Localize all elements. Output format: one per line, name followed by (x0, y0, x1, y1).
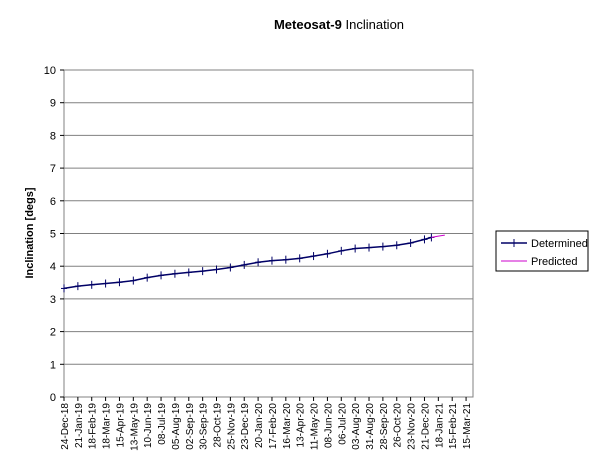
x-tick-label: 24-Dec-18 (60, 403, 71, 450)
grid-lines (64, 102, 473, 365)
x-tick-label: 10-Jun-19 (143, 403, 154, 448)
x-tick-label: 15-Feb-21 (448, 403, 459, 450)
x-tick-label: 16-Mar-20 (282, 403, 293, 450)
x-tick-label: 30-Sep-19 (199, 403, 210, 450)
data-point-determined (352, 244, 359, 253)
data-point-determined (144, 273, 151, 282)
y-tick-label: 0 (50, 392, 56, 404)
x-tick-label: 06-Jul-20 (337, 403, 348, 445)
x-tick-label: 23-Nov-20 (407, 403, 418, 450)
data-point-determined (421, 235, 428, 244)
x-tick-label: 20-Jan-20 (254, 403, 265, 448)
y-tick-label: 6 (50, 196, 56, 208)
x-tick-label: 25-Nov-19 (226, 403, 237, 450)
data-point-determined (407, 238, 414, 247)
data-point-determined (241, 260, 248, 269)
data-point-determined (185, 268, 192, 277)
data-point-determined (324, 249, 331, 258)
data-point-determined (74, 282, 81, 291)
x-tick-label: 02-Sep-19 (185, 403, 196, 450)
x-tick-label: 08-Jun-20 (323, 403, 334, 448)
x-tick-label: 05-Aug-19 (171, 403, 182, 450)
y-tick-label: 10 (44, 65, 56, 77)
x-tick-label: 13-May-19 (129, 403, 140, 451)
legend-box (495, 230, 589, 272)
x-tick-label: 17-Feb-20 (268, 403, 279, 450)
y-axis-ticks: 0 1 2 3 4 5 6 7 8 9 10 (44, 65, 64, 404)
x-tick-label: 08-Jul-19 (157, 403, 168, 445)
data-point-determined (268, 256, 275, 265)
x-tick-label: 11-May-20 (310, 403, 321, 450)
y-axis-title: Inclination [degs] (24, 187, 36, 278)
data-point-determined (171, 269, 178, 278)
data-point-determined (116, 278, 123, 287)
x-tick-label: 31-Aug-20 (365, 403, 376, 450)
x-axis-ticks: 24-Dec-18 21-Jan-19 18-Feb-19 18-Mar-19 15-A… (60, 397, 473, 451)
x-tick-label: 28-Sep-20 (379, 403, 390, 450)
y-tick-label: 1 (50, 359, 56, 371)
x-tick-label: 18-Feb-19 (88, 403, 99, 450)
data-point-determined (88, 280, 95, 289)
y-tick-label: 9 (50, 98, 56, 110)
legend-determined-label: Determined (531, 238, 588, 250)
data-point-determined (199, 267, 206, 276)
x-tick-label: 26-Oct-20 (393, 403, 404, 448)
data-point-determined (393, 241, 400, 250)
x-tick-label: 03-Aug-20 (351, 403, 362, 450)
x-tick-label: 18-Mar-19 (102, 403, 113, 450)
data-point-determined (310, 252, 317, 261)
y-tick-label: 8 (50, 130, 56, 142)
data-point-determined (296, 254, 303, 263)
legend-predicted-label: Predicted (531, 256, 577, 268)
y-tick-label: 3 (50, 294, 56, 306)
chart-title: Meteosat-9 Inclination (274, 17, 404, 32)
legend: Determined Predicted (495, 230, 589, 272)
x-tick-label: 28-Oct-19 (213, 403, 224, 448)
data-point-determined (338, 246, 345, 255)
x-tick-label: 21-Dec-20 (420, 403, 431, 450)
x-tick-label: 13-Apr-20 (296, 403, 307, 448)
series-layer (61, 233, 445, 293)
y-tick-label: 2 (50, 327, 56, 339)
x-tick-label: 15-Mar-21 (462, 403, 473, 450)
data-point-determined (379, 242, 386, 251)
data-point-determined (158, 271, 165, 280)
series-line-predicted (431, 234, 445, 238)
y-tick-label: 7 (50, 163, 56, 175)
y-tick-label: 4 (50, 261, 56, 273)
x-tick-label: 23-Dec-19 (240, 403, 251, 450)
data-point-determined (102, 279, 109, 288)
x-tick-label: 21-Jan-19 (74, 403, 85, 448)
series-line-determined (63, 236, 432, 290)
data-point-determined (213, 265, 220, 274)
data-point-determined (227, 263, 234, 272)
x-tick-label: 15-Apr-19 (115, 403, 126, 448)
chart-title-bold: Meteosat-9 (274, 17, 342, 32)
data-point-determined (61, 284, 67, 293)
data-point-determined (366, 243, 373, 252)
data-point-determined (282, 255, 289, 264)
chart-title-rest: Inclination (342, 17, 404, 32)
y-tick-label: 5 (50, 229, 56, 241)
data-point-determined (130, 276, 137, 285)
x-tick-label: 18-Jan-21 (434, 403, 445, 448)
data-point-determined (255, 258, 262, 267)
